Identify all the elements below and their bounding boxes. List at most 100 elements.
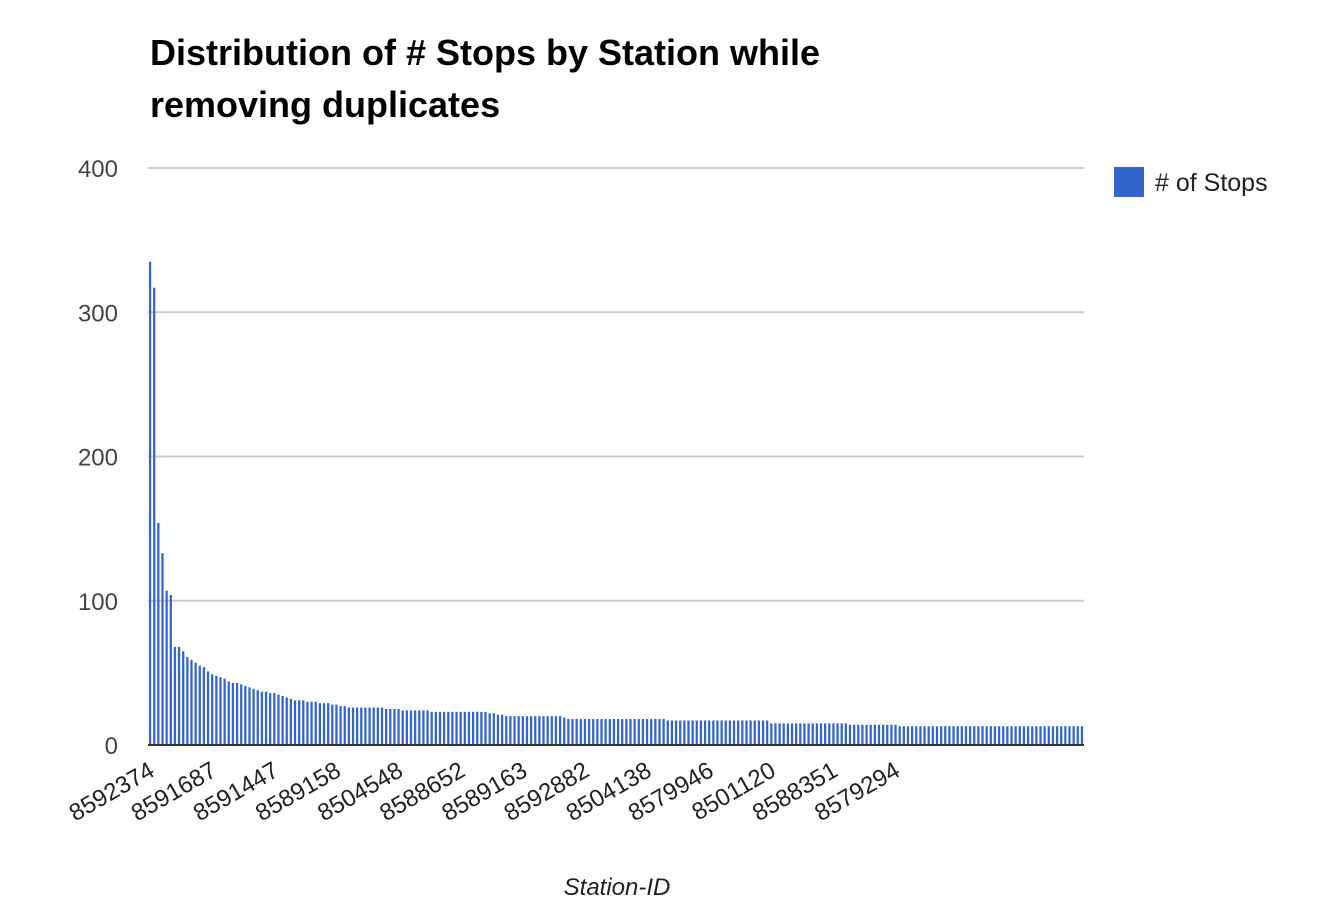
bar[interactable] xyxy=(596,719,599,745)
bar[interactable] xyxy=(1072,726,1075,745)
bar[interactable] xyxy=(463,711,466,745)
bar[interactable] xyxy=(890,724,893,745)
bar[interactable] xyxy=(604,719,607,745)
bar[interactable] xyxy=(310,701,313,745)
bar[interactable] xyxy=(1026,726,1030,745)
bar[interactable] xyxy=(190,659,193,745)
bar[interactable] xyxy=(927,726,930,745)
bar[interactable] xyxy=(455,711,458,745)
bar[interactable] xyxy=(298,700,301,745)
bar[interactable] xyxy=(993,726,997,745)
bar[interactable] xyxy=(654,719,657,745)
bar[interactable] xyxy=(380,707,384,745)
bar[interactable] xyxy=(745,720,748,745)
bar[interactable] xyxy=(422,710,425,745)
bar[interactable] xyxy=(803,723,806,745)
bar[interactable] xyxy=(211,674,214,745)
bar[interactable] xyxy=(215,675,218,745)
bar[interactable] xyxy=(1055,726,1059,745)
bar[interactable] xyxy=(364,707,367,745)
bar[interactable] xyxy=(476,711,479,745)
bar[interactable] xyxy=(840,723,843,745)
bar[interactable] xyxy=(368,707,371,745)
bar[interactable] xyxy=(426,710,429,745)
bar[interactable] xyxy=(356,707,359,745)
bar[interactable] xyxy=(244,685,247,745)
bar[interactable] xyxy=(492,713,495,745)
bar[interactable] xyxy=(1064,726,1067,745)
bar[interactable] xyxy=(401,710,404,745)
bar[interactable] xyxy=(944,726,947,745)
bar[interactable] xyxy=(637,719,640,745)
bar[interactable] xyxy=(931,726,934,745)
bar[interactable] xyxy=(774,723,777,745)
bar[interactable] xyxy=(186,657,189,745)
bar[interactable] xyxy=(625,719,628,745)
bar[interactable] xyxy=(1022,726,1026,745)
bar[interactable] xyxy=(658,719,661,745)
bar[interactable] xyxy=(964,726,968,745)
bar[interactable] xyxy=(819,723,823,745)
bar[interactable] xyxy=(865,724,868,745)
bar[interactable] xyxy=(973,726,976,745)
bar[interactable] xyxy=(587,719,591,745)
bar[interactable] xyxy=(583,719,587,745)
bar[interactable] xyxy=(650,719,653,745)
bar[interactable] xyxy=(513,716,516,745)
bar[interactable] xyxy=(206,671,210,745)
bar[interactable] xyxy=(314,701,317,745)
bar[interactable] xyxy=(331,704,334,745)
bar[interactable] xyxy=(923,726,926,745)
bar[interactable] xyxy=(1039,726,1042,745)
bar[interactable] xyxy=(451,711,454,745)
bar[interactable] xyxy=(1080,726,1084,745)
bar[interactable] xyxy=(219,677,222,745)
bar[interactable] xyxy=(372,707,375,745)
bar[interactable] xyxy=(235,682,239,745)
bar[interactable] xyxy=(608,719,611,745)
bar[interactable] xyxy=(724,720,727,745)
bar[interactable] xyxy=(869,724,872,745)
bar[interactable] xyxy=(240,684,243,745)
bar[interactable] xyxy=(699,720,703,745)
bar[interactable] xyxy=(542,716,545,745)
bar[interactable] xyxy=(799,723,802,745)
bar[interactable] xyxy=(770,723,773,745)
bar[interactable] xyxy=(293,700,297,745)
bar[interactable] xyxy=(488,713,491,745)
bar[interactable] xyxy=(264,691,268,745)
bar[interactable] xyxy=(447,711,450,745)
bar[interactable] xyxy=(997,726,1001,745)
bar[interactable] xyxy=(558,716,562,745)
bar[interactable] xyxy=(956,726,959,745)
bar[interactable] xyxy=(198,665,201,745)
bar[interactable] xyxy=(612,719,616,745)
bar[interactable] xyxy=(496,714,500,745)
bar[interactable] xyxy=(413,710,417,745)
bar[interactable] xyxy=(1060,726,1063,745)
bar[interactable] xyxy=(202,667,206,745)
bar[interactable] xyxy=(538,716,541,745)
bar[interactable] xyxy=(600,719,603,745)
bar[interactable] xyxy=(351,707,355,745)
bar[interactable] xyxy=(525,716,529,745)
bar[interactable] xyxy=(716,720,719,745)
bar[interactable] xyxy=(418,710,421,745)
bar[interactable] xyxy=(575,719,578,745)
bar[interactable] xyxy=(563,717,566,745)
bar[interactable] xyxy=(737,720,740,745)
bar[interactable] xyxy=(989,726,992,745)
bar[interactable] xyxy=(231,682,235,745)
bar[interactable] xyxy=(273,693,276,745)
bar[interactable] xyxy=(302,700,305,745)
bar[interactable] xyxy=(550,716,553,745)
bar[interactable] xyxy=(679,720,682,745)
bar[interactable] xyxy=(749,720,752,745)
bar[interactable] xyxy=(318,703,322,745)
bar[interactable] xyxy=(397,708,400,745)
bar[interactable] xyxy=(948,726,951,745)
bar[interactable] xyxy=(786,723,790,745)
bar[interactable] xyxy=(873,724,876,745)
bar[interactable] xyxy=(389,708,392,745)
bar[interactable] xyxy=(1047,726,1050,745)
